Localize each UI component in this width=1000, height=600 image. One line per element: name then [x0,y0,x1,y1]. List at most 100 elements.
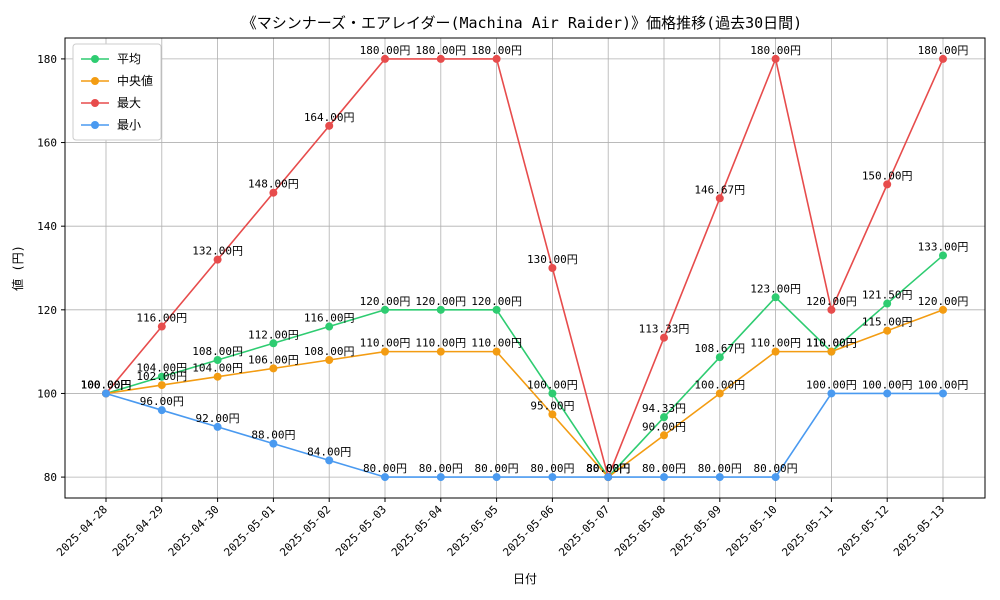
data-label: 100.00円 [527,378,578,391]
data-point [492,305,501,314]
data-point [436,54,445,63]
data-point [660,333,668,342]
series-line-1 [105,309,944,479]
data-point [827,305,836,314]
data-label: 110.00円 [471,337,522,350]
legend-swatch-marker [91,77,99,85]
data-point [102,389,110,398]
grid [65,38,985,498]
x-tick-label: 2025-05-05 [445,503,501,559]
data-point [883,180,892,189]
data-point [715,353,724,362]
data-label: 100.00円 [918,378,969,391]
y-tick-label: 180 [37,53,57,66]
data-label: 120.00円 [918,295,969,308]
x-tick-label: 2025-05-01 [221,503,277,559]
data-point [715,194,724,203]
data-label: 80.00円 [363,462,407,475]
data-label: 80.00円 [475,462,519,475]
data-label: 80.00円 [642,462,686,475]
data-label: 84.00円 [307,445,351,458]
data-point [883,299,892,308]
data-label: 120.00円 [471,295,522,308]
data-label: 80.00円 [754,462,798,475]
legend-entry: 中央値 [117,73,153,88]
legend-entry: 最大 [117,96,141,110]
data-point [213,422,222,431]
data-point [827,389,836,398]
legend-entry: 最小 [117,118,141,132]
data-label: 180.00円 [471,44,522,57]
data-label: 100.00円 [81,378,132,391]
data-point [939,251,947,260]
data-point [157,381,166,390]
data-label: 180.00円 [415,44,466,57]
data-label: 110.00円 [360,337,411,350]
data-point [269,439,278,448]
data-point [436,473,445,482]
y-tick-label: 160 [37,137,57,150]
data-label: 102.00円 [136,370,187,383]
data-point [325,456,334,465]
data-label: 108.00円 [304,345,355,358]
x-tick-label: 2025-04-29 [110,503,166,559]
data-point [548,473,557,482]
data-point [157,372,166,381]
data-point [939,389,947,398]
y-axis-label: 値 (円) [10,245,25,291]
x-tick-label: 2025-05-03 [333,503,389,559]
data-label: 96.00円 [140,395,184,408]
data-label: 110.00円 [750,337,801,350]
x-tick-label: 2025-05-06 [500,503,556,559]
data-label: 120.00円 [360,295,411,308]
data-point [883,389,892,398]
data-point [771,54,780,63]
data-point [325,356,334,364]
data-label: 113.33円 [639,323,690,336]
data-label: 94.33円 [642,402,686,415]
legend-swatch-marker [91,99,99,107]
data-label: 100.00円 [806,378,857,391]
data-label: 132.00円 [192,245,243,258]
data-label: 116.00円 [136,312,187,325]
data-label: 133.00円 [918,240,969,253]
y-tick-label: 140 [37,220,57,233]
data-point [213,356,222,364]
data-label: 104.00円 [192,362,243,375]
y-axis: 80 100 120 140 160 180 [37,53,65,484]
data-label: 80.00円 [586,462,630,475]
data-label: 110.00円 [806,337,857,350]
data-label: 100.00円 [81,378,132,391]
data-point [213,372,222,381]
data-label: 110.00円 [806,337,857,350]
data-point [325,121,334,130]
data-label: 100.00円 [81,378,132,391]
data-point [939,54,947,63]
data-label: 108.00円 [192,345,243,358]
data-label: 120.00円 [806,295,857,308]
data-point [492,54,501,63]
series-line-2 [105,56,944,480]
data-point [548,410,557,419]
data-label: 80.00円 [586,462,630,475]
data-label: 180.00円 [360,44,411,57]
data-label: 90.00円 [642,420,686,433]
data-label: 123.00円 [750,282,801,295]
data-label: 80.00円 [530,462,574,475]
data-label: 100.00円 [694,378,745,391]
legend-box [72,43,162,141]
legend-swatch-marker [91,121,99,129]
data-label: 150.00円 [862,169,913,182]
data-point [492,473,501,482]
legend-entry: 平均 [117,52,141,66]
data-point [604,473,613,482]
data-label: 80.00円 [698,462,742,475]
data-label: 121.50円 [862,289,913,302]
data-label: 148.00円 [248,178,299,191]
data-point [381,54,389,63]
x-tick-label: 2025-05-02 [277,503,333,559]
data-label: 106.00円 [248,353,299,366]
data-point [381,473,389,482]
